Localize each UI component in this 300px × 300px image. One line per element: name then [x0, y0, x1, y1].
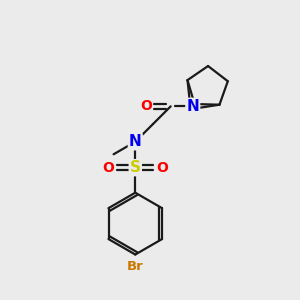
Text: S: S [130, 160, 141, 175]
Text: N: N [129, 134, 142, 149]
Text: O: O [157, 161, 169, 175]
Text: O: O [102, 161, 114, 175]
Text: O: O [140, 99, 152, 113]
Text: N: N [186, 99, 199, 114]
Text: Br: Br [127, 260, 144, 273]
